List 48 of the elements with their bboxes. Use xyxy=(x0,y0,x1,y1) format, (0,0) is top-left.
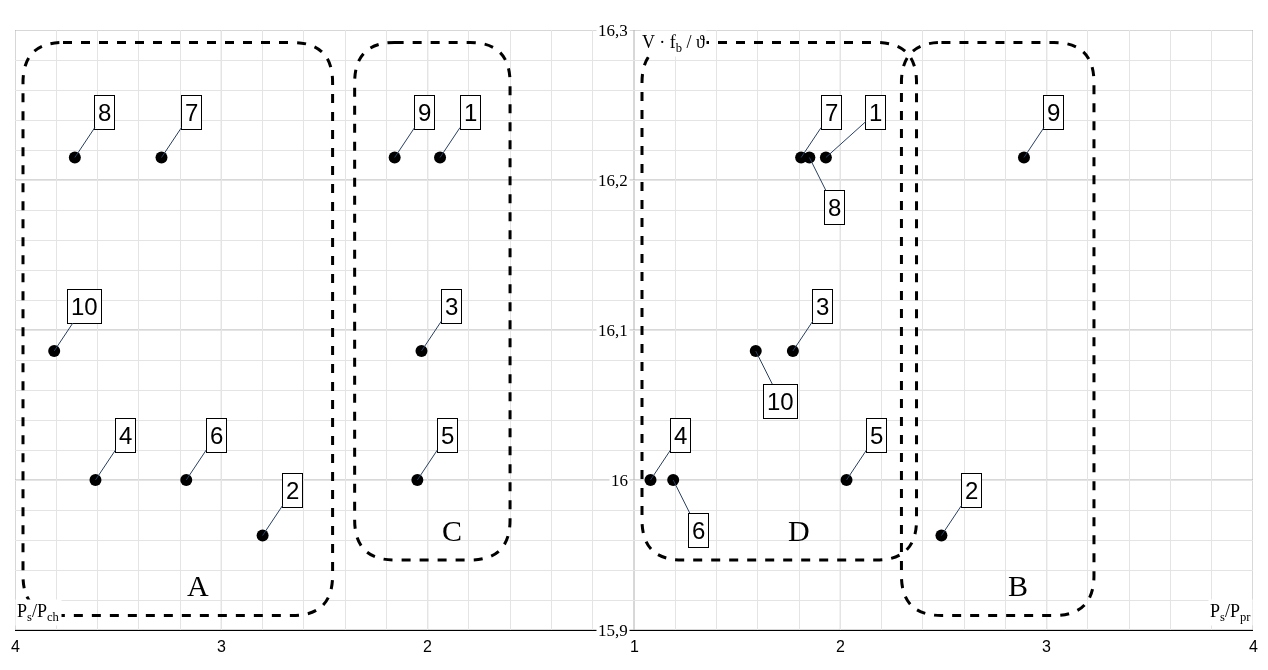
annotation: 10 xyxy=(71,293,98,320)
x-tick-label: 2 xyxy=(423,638,432,655)
x-axis-title: P$_{s}$/P$_{ch}$ xyxy=(17,601,60,624)
y-axis-title: V · f$_{b}$ / ϑ xyxy=(642,32,705,55)
point xyxy=(155,151,168,164)
annotation: 6 xyxy=(210,422,224,449)
series-label: A xyxy=(187,569,209,602)
x-tick-label: 4 xyxy=(11,638,20,655)
y-tick-label: 15,9 xyxy=(598,621,628,640)
annotation: 1 xyxy=(464,99,478,126)
annotation: 6 xyxy=(692,517,706,544)
annotation: 3 xyxy=(445,293,459,320)
annotation: 4 xyxy=(674,422,688,449)
y-tick-label: 16 xyxy=(611,471,628,490)
annotation: 4 xyxy=(119,422,133,449)
annotation: 3 xyxy=(816,293,830,320)
series-label: D xyxy=(788,514,810,547)
annotation: 5 xyxy=(870,422,884,449)
annotation: 8 xyxy=(98,99,112,126)
x-tick-label: 3 xyxy=(1042,638,1051,655)
x-axis-title: P$_{s}$/P$_{pr}$ xyxy=(1210,601,1252,624)
annotation: 7 xyxy=(185,99,199,126)
annotation: 8 xyxy=(828,194,842,221)
point xyxy=(1017,151,1030,164)
x-tick-label: 2 xyxy=(836,638,845,655)
annotation: 7 xyxy=(825,99,839,126)
y-tick-label: 16,2 xyxy=(598,171,628,190)
annotation: 10 xyxy=(767,388,794,415)
annotation: 2 xyxy=(965,477,979,504)
series-label: C xyxy=(442,514,463,547)
point xyxy=(749,345,762,357)
point xyxy=(411,474,424,486)
annotation: 9 xyxy=(1047,99,1061,126)
annotation: 1 xyxy=(869,99,883,126)
x-tick-label: 3 xyxy=(217,638,226,655)
point xyxy=(180,474,193,486)
annotation: 5 xyxy=(441,422,455,449)
y-tick-label: 16,1 xyxy=(598,321,628,340)
x-tick-label: 1 xyxy=(630,638,639,655)
point xyxy=(48,345,61,357)
point xyxy=(786,345,799,357)
point xyxy=(667,474,680,486)
annotation: 9 xyxy=(418,99,432,126)
x-tick-label: 4 xyxy=(1249,638,1258,655)
point xyxy=(434,151,447,164)
text: B xyxy=(1008,569,1029,602)
y-tick-label: 16,3 xyxy=(598,21,628,40)
annotation: 2 xyxy=(286,477,300,504)
